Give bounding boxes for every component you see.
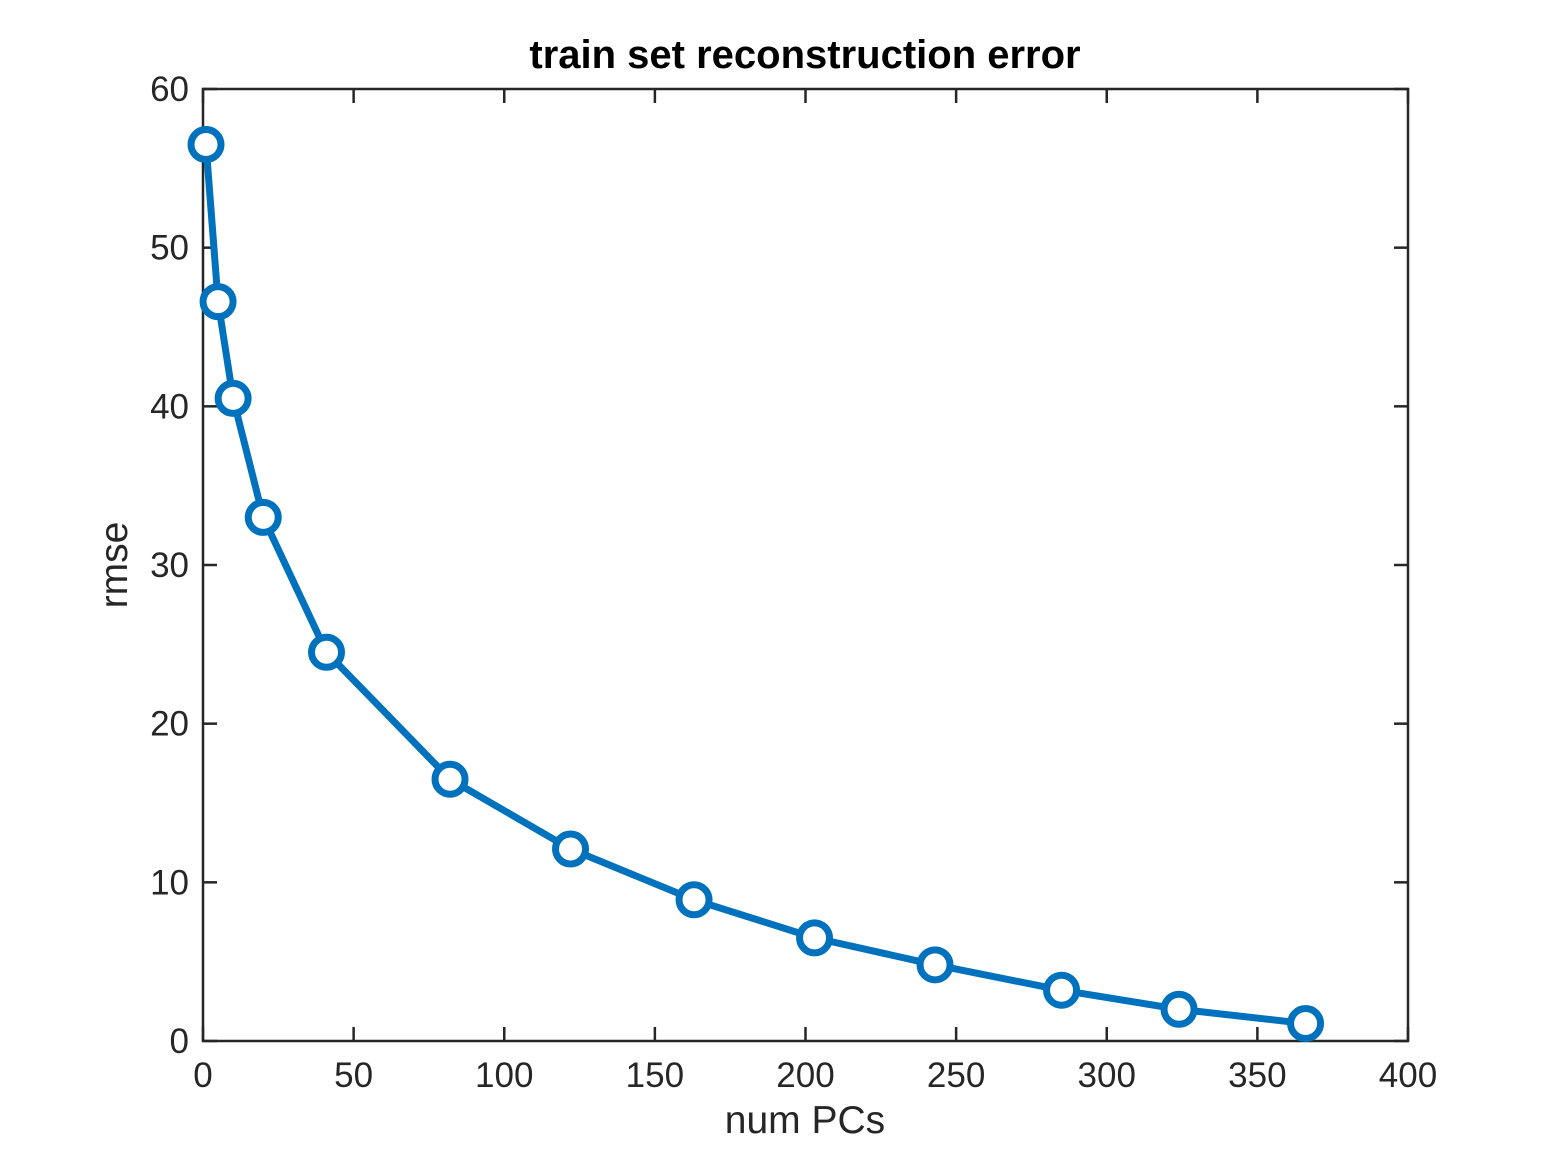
data-point [1160, 990, 1198, 1028]
y-tick-label: 20 [150, 705, 189, 744]
data-point [431, 760, 469, 798]
tick-labels: 0 50 100 150 200 250 300 350 400 0 10 20 30 40 50 60 [150, 70, 1437, 1095]
data-point [916, 946, 954, 984]
data-point [796, 919, 834, 957]
data-point [552, 830, 590, 868]
x-tick-label: 200 [776, 1056, 834, 1095]
data-point [214, 379, 252, 417]
x-tick-label: 300 [1078, 1056, 1136, 1095]
y-tick-label: 0 [170, 1022, 189, 1061]
x-tick-label: 150 [626, 1056, 684, 1095]
data-point [187, 126, 225, 164]
data-point [1287, 1005, 1325, 1043]
x-tick-label: 250 [927, 1056, 985, 1095]
chart-title: train set reconstruction error [529, 33, 1080, 77]
data-point [675, 881, 713, 919]
data-point [244, 498, 282, 536]
x-tick-label: 350 [1228, 1056, 1286, 1095]
series-markers [187, 126, 1325, 1043]
y-tick-label: 30 [150, 546, 189, 585]
y-tick-label: 10 [150, 863, 189, 902]
plot-area [203, 89, 1408, 1041]
x-tick-label: 100 [475, 1056, 533, 1095]
data-point [308, 633, 346, 671]
y-tick-label: 50 [150, 229, 189, 268]
data-point [1043, 971, 1081, 1009]
y-axis-label: rmse [93, 522, 136, 609]
axes-box [201, 87, 1410, 1043]
data-point [199, 283, 237, 321]
x-tick-label: 400 [1379, 1056, 1437, 1095]
x-tick-label: 0 [193, 1056, 212, 1095]
x-axis-label: num PCs [725, 1099, 885, 1142]
x-tick-label: 50 [334, 1056, 373, 1095]
y-tick-label: 60 [150, 70, 189, 109]
y-tick-label: 40 [150, 387, 189, 426]
